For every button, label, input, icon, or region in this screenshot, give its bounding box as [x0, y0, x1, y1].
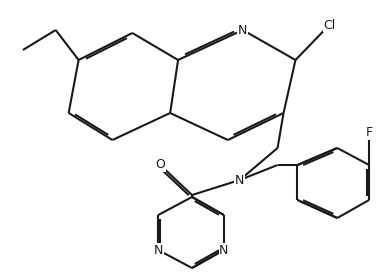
Text: F: F	[366, 126, 373, 140]
Text: Cl: Cl	[323, 19, 336, 31]
Text: N: N	[238, 23, 247, 37]
Text: N: N	[219, 244, 229, 257]
Text: N: N	[154, 244, 163, 257]
Text: N: N	[235, 174, 245, 186]
Text: O: O	[155, 159, 165, 171]
